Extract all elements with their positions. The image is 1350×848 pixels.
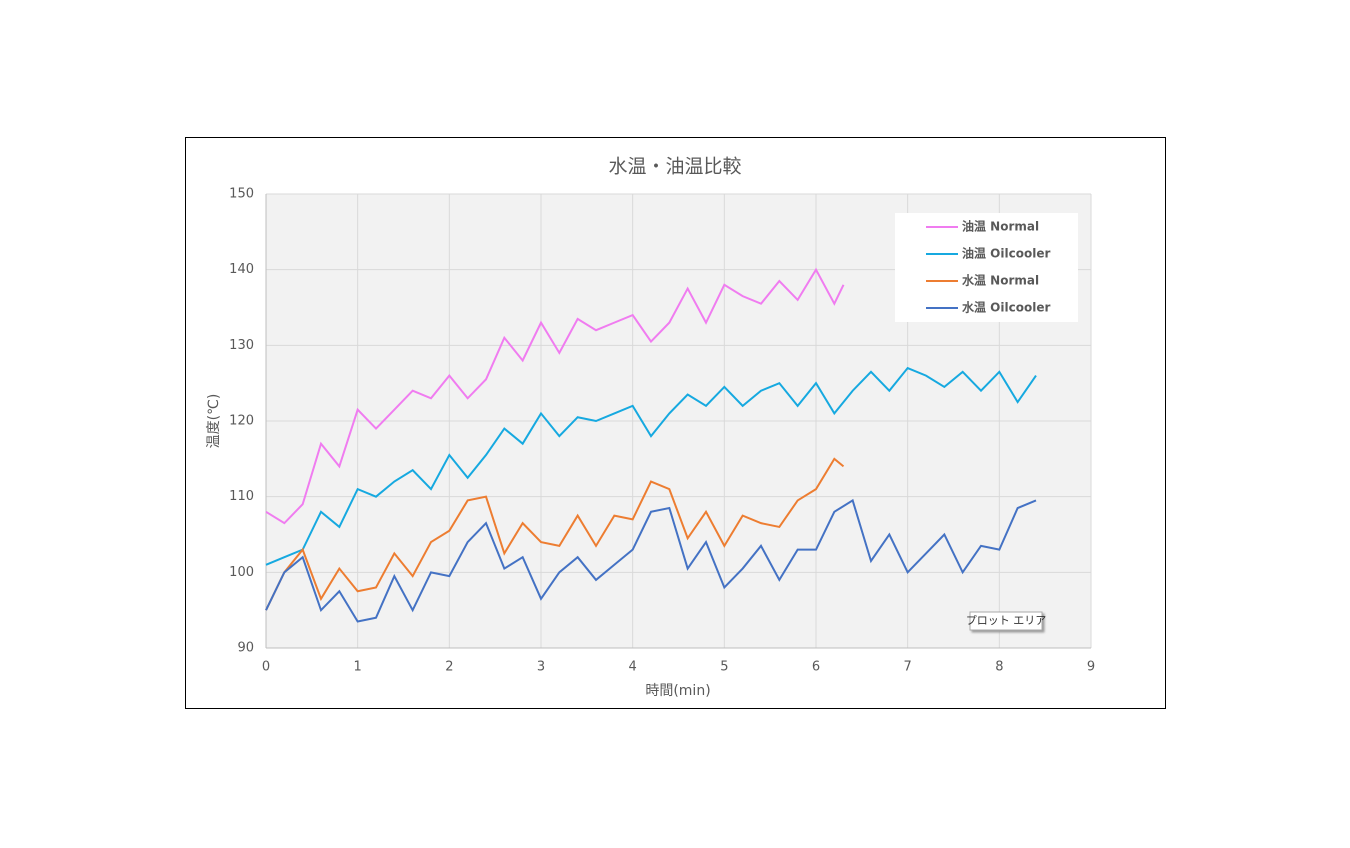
y-axis-label: 温度(℃) [206, 394, 222, 449]
x-tick-label: 9 [1087, 660, 1095, 675]
y-tick-label: 130 [229, 338, 254, 353]
y-tick-label: 140 [229, 262, 254, 277]
x-tick-label: 1 [354, 660, 362, 675]
chart-title: 水温・油温比較 [608, 156, 741, 178]
x-tick-label: 4 [629, 660, 637, 675]
y-tick-label: 150 [229, 187, 254, 202]
x-tick-label: 7 [904, 660, 912, 675]
legend-label: 油温 Oilcooler [962, 246, 1050, 261]
x-tick-label: 8 [995, 660, 1003, 675]
legend-label: 油温 Normal [962, 219, 1039, 234]
series-line [265, 267, 845, 525]
legend-label: 水温 Normal [962, 273, 1039, 288]
series-line [265, 457, 845, 611]
x-tick-label: 6 [812, 660, 820, 675]
x-tick-label: 5 [720, 660, 728, 675]
x-tick-label: 0 [262, 660, 270, 675]
x-axis-label: 時間(min) [645, 683, 710, 699]
tooltip-box [969, 611, 1043, 631]
legend [895, 213, 1078, 322]
x-tick-label: 2 [445, 660, 453, 675]
y-tick-label: 110 [229, 489, 254, 504]
y-tick-label: 90 [237, 641, 254, 656]
series-line [265, 366, 1037, 566]
legend-label: 水温 Oilcooler [962, 300, 1050, 315]
x-tick-label: 3 [537, 660, 545, 675]
y-tick-label: 120 [229, 414, 254, 429]
series-line [265, 498, 1037, 623]
y-tick-label: 100 [229, 565, 254, 580]
tooltip: プロット エリア [966, 614, 1047, 627]
